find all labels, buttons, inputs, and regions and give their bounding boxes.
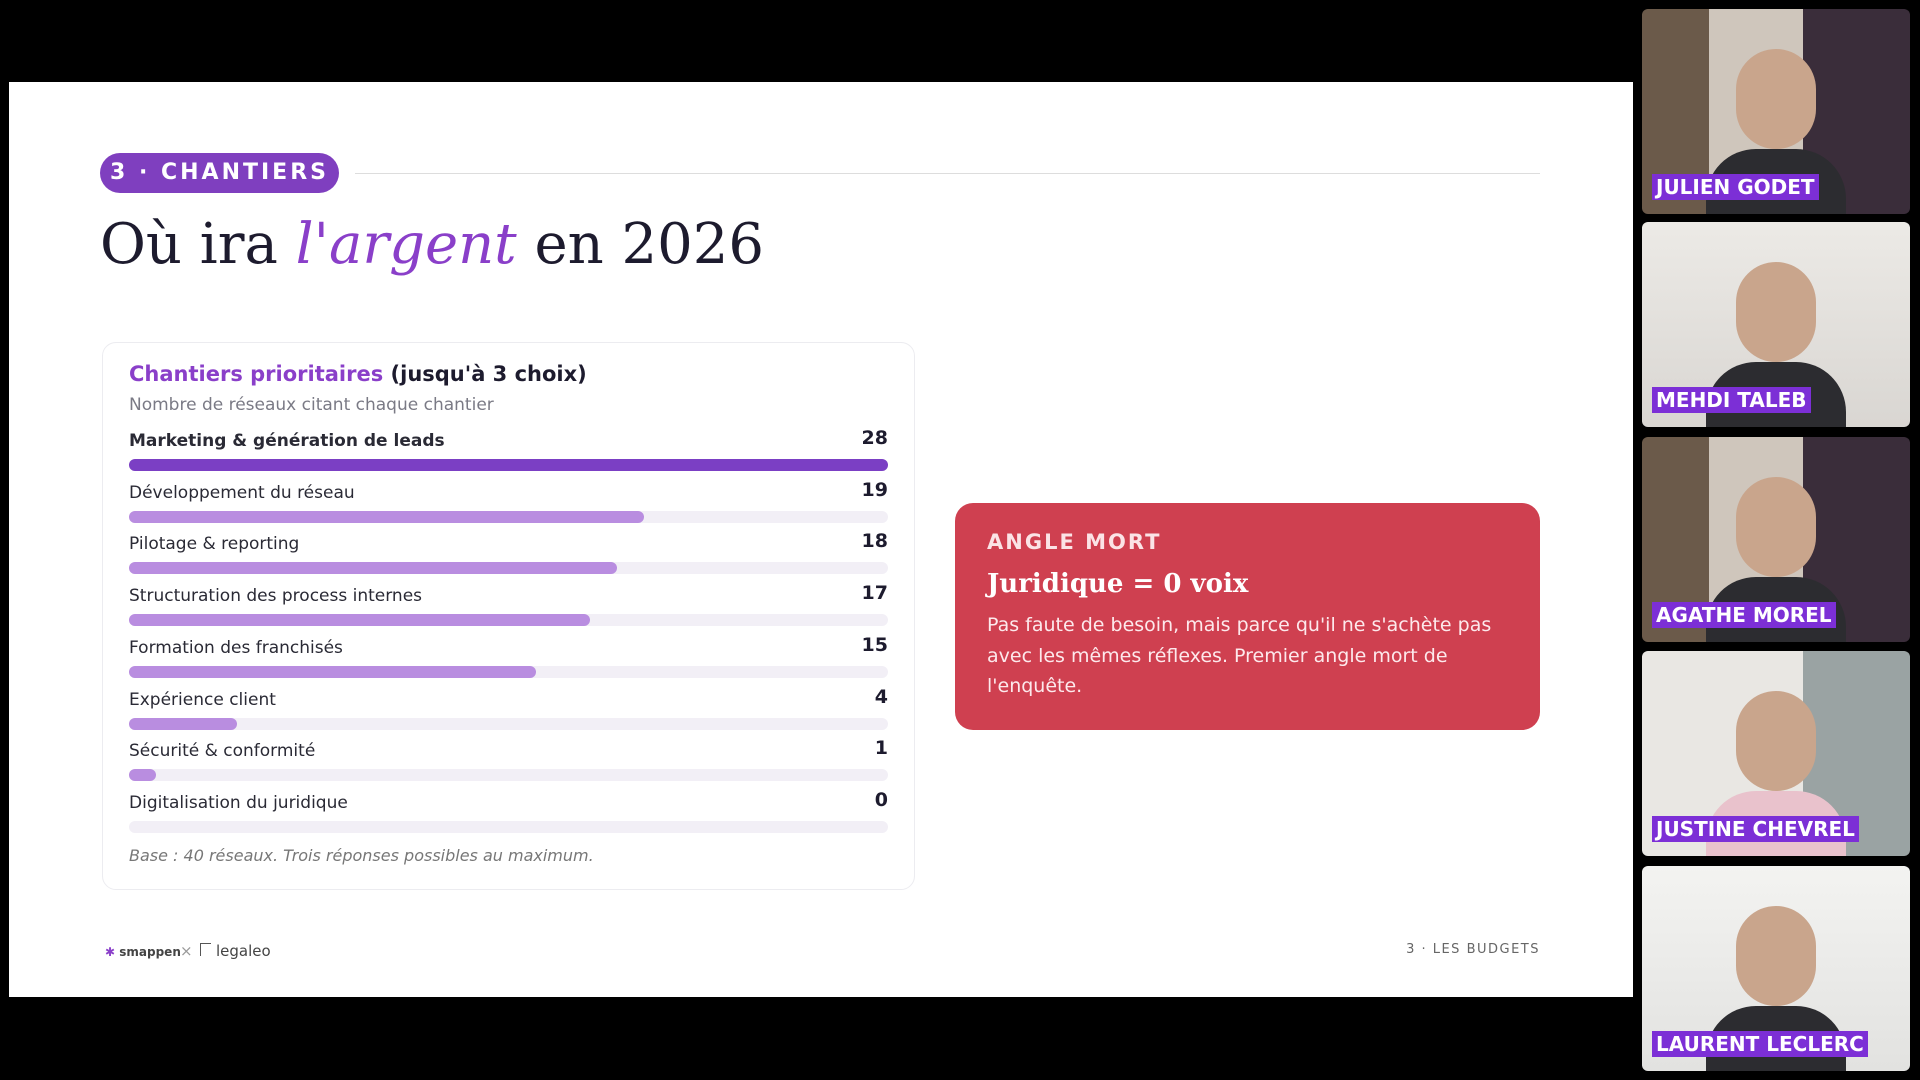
value-label: 18 — [861, 530, 888, 553]
value-label: 28 — [861, 427, 888, 449]
participant-name: JULIEN GODET — [1652, 174, 1819, 200]
chart-title: Chantiers prioritaires (jusqu'à 3 choix) — [129, 362, 587, 386]
chart-title-note: (jusqu'à 3 choix) — [390, 362, 587, 386]
bar — [129, 717, 238, 730]
bar-track — [129, 769, 888, 782]
logo-text: legaleo — [216, 942, 271, 960]
participant-name: JUSTINE CHEVREL — [1652, 816, 1859, 842]
title-part: Où ira — [100, 212, 278, 277]
bar-label: Sécurité & conformité — [129, 741, 316, 762]
callout-label: ANGLE MORT — [987, 530, 1162, 554]
bar-label: Formation des franchisés — [129, 637, 343, 658]
participant-name: AGATHE MOREL — [1652, 602, 1836, 628]
bar-track — [129, 459, 888, 471]
person — [1736, 49, 1816, 149]
bar-label: Développement du réseau — [129, 482, 355, 503]
bar-track — [129, 562, 888, 575]
bar-track — [129, 717, 888, 730]
video-tile: JULIEN GODET — [1642, 9, 1910, 214]
video-tile: MEHDI TALEB — [1642, 222, 1910, 427]
bar-track — [129, 665, 888, 678]
section-footer: 3 · LES BUDGETS — [1406, 942, 1540, 957]
logo: legaleo — [200, 942, 271, 960]
callout: ANGLE MORT Juridique = 0 voix Pas faute … — [955, 503, 1540, 730]
bar-track — [129, 614, 888, 627]
video-tile: JUSTINE CHEVREL — [1642, 651, 1910, 856]
value-label: 15 — [861, 633, 888, 656]
chart-title-main: Chantiers prioritaires — [129, 362, 384, 386]
bar — [129, 510, 645, 523]
person — [1736, 691, 1816, 791]
logo: ✱ smappen — [105, 945, 181, 959]
callout-heading: Juridique = 0 voix — [987, 569, 1249, 599]
value-label: 0 — [874, 788, 888, 811]
bar-label: Pilotage & reporting — [129, 534, 300, 555]
bar — [129, 459, 888, 471]
logo-text: smappen — [119, 945, 181, 959]
bar-label: Digitalisation du juridique — [129, 792, 348, 813]
person — [1736, 262, 1816, 362]
chart-subtitle: Nombre de réseaux citant chaque chantier — [129, 395, 494, 415]
video-tile: AGATHE MOREL — [1642, 437, 1910, 642]
bar-track — [129, 820, 888, 833]
divider — [355, 173, 1540, 174]
chart-note: Base : 40 réseaux. Trois réponses possib… — [129, 846, 594, 865]
value-label: 17 — [861, 582, 888, 605]
person — [1736, 906, 1816, 1006]
bar — [129, 665, 536, 678]
callout-body: Pas faute de besoin, mais parce qu'il ne… — [987, 614, 1492, 697]
title-emphasis: l'argent — [295, 212, 517, 277]
bar-label: Expérience client — [129, 689, 276, 710]
bar — [129, 562, 617, 575]
bar-label: Marketing & génération de leads — [129, 431, 445, 451]
bar — [129, 769, 157, 782]
person — [1736, 477, 1816, 577]
slide-title: Où ira l'argent en 2026 — [100, 212, 764, 277]
video-tile: LAURENT LECLERC — [1642, 866, 1910, 1071]
bar-track — [129, 510, 888, 523]
bar — [129, 614, 590, 627]
value-label: 4 — [874, 685, 888, 708]
participant-name: MEHDI TALEB — [1652, 387, 1811, 413]
section-tag: 3 · CHANTIERS — [100, 153, 339, 193]
separator: × — [180, 942, 193, 960]
participant-name: LAURENT LECLERC — [1652, 1031, 1868, 1057]
value-label: 19 — [861, 478, 888, 501]
value-label: 1 — [874, 737, 888, 760]
bar-label: Structuration des process internes — [129, 586, 423, 607]
title-part: en 2026 — [534, 212, 765, 277]
